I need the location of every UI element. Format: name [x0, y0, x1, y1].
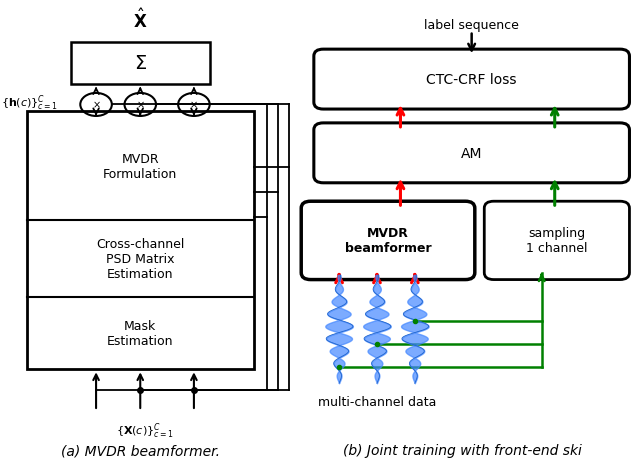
Text: (a) MVDR beamformer.: (a) MVDR beamformer. [61, 443, 220, 457]
Text: label sequence: label sequence [424, 19, 519, 31]
Text: $\hat{\mathbf{X}}$: $\hat{\mathbf{X}}$ [133, 8, 148, 31]
Text: (b) Joint training with front-end ski: (b) Joint training with front-end ski [343, 443, 581, 457]
Text: AM: AM [461, 146, 482, 161]
Text: MVDR
Formulation: MVDR Formulation [103, 152, 178, 180]
FancyBboxPatch shape [314, 50, 630, 110]
FancyBboxPatch shape [27, 112, 254, 369]
Text: Mask
Estimation: Mask Estimation [107, 319, 174, 348]
FancyBboxPatch shape [314, 124, 630, 183]
FancyBboxPatch shape [71, 43, 210, 85]
Text: multi-channel data: multi-channel data [318, 395, 436, 408]
Text: Cross-channel
PSD Matrix
Estimation: Cross-channel PSD Matrix Estimation [96, 238, 184, 281]
FancyBboxPatch shape [484, 202, 630, 280]
FancyBboxPatch shape [301, 202, 475, 280]
Text: $\times$: $\times$ [136, 100, 145, 110]
Text: $\{\mathbf{h}(c)\}_{c=1}^{C}$: $\{\mathbf{h}(c)\}_{c=1}^{C}$ [1, 93, 58, 113]
Text: $\times$: $\times$ [92, 100, 101, 110]
Text: $\Sigma$: $\Sigma$ [134, 54, 146, 73]
Text: $\{\mathbf{X}(c)\}_{c=1}^{C}$: $\{\mathbf{X}(c)\}_{c=1}^{C}$ [116, 420, 174, 440]
Text: MVDR
beamformer: MVDR beamformer [345, 227, 431, 255]
Text: CTC-CRF loss: CTC-CRF loss [427, 73, 517, 87]
Text: $\times$: $\times$ [190, 100, 198, 110]
Text: sampling
1 channel: sampling 1 channel [526, 227, 588, 255]
